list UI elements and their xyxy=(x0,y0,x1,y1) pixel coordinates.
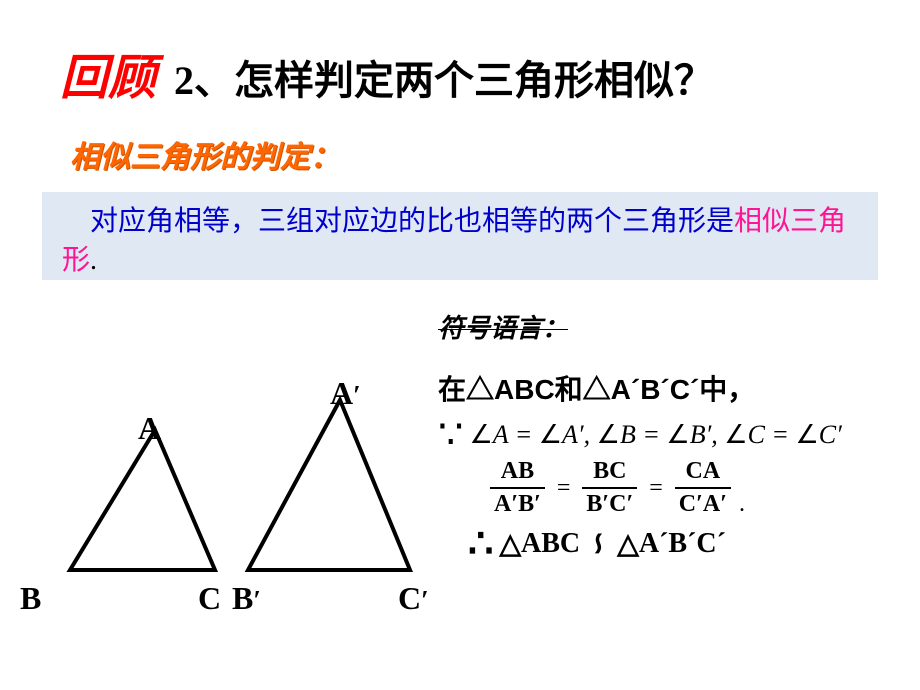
because-symbol: ∵ xyxy=(438,425,463,445)
definition-box: 对应角相等，三组对应边的比也相等的两个三角形是相似三角形. xyxy=(42,192,878,280)
triangle-symbol-left: △ xyxy=(499,527,521,561)
title-question: 2、怎样判定两个三角形相似？ xyxy=(174,48,714,106)
conclusion-right: A´B´C´ xyxy=(639,528,726,560)
triangle-symbol-right: △ xyxy=(617,527,639,561)
subtitle: 相似三角形的判定： xyxy=(70,132,340,176)
triangle-large xyxy=(248,400,410,570)
vertex-B: B xyxy=(20,580,41,617)
math-ratio-equalities: AB A′B′ = BC B′C′ = CA C′A′ . xyxy=(486,458,908,518)
definition-part1: 对应角相等，三组对应边的比也相等的两个三角形是 xyxy=(90,206,734,237)
review-label: 回顾 xyxy=(60,38,156,108)
angle-eq-2: ∠B = ∠B′, xyxy=(597,420,718,450)
triangle-diagram xyxy=(20,370,440,610)
angle-eq-1: ∠A = ∠A′, xyxy=(469,420,590,450)
similarity-symbol: ∽ xyxy=(581,531,616,556)
ratio-2: BC B′C′ xyxy=(582,458,637,518)
math-area: 在△ABC和△A´B´C´中， ∵ ∠A = ∠A′, ∠B = ∠B′, ∠C… xyxy=(438,368,908,561)
ratio-3: CA C′A′ xyxy=(675,458,731,518)
vertex-A-prime: A′ xyxy=(330,375,361,412)
symbol-language-label: 符号语言： xyxy=(438,308,568,345)
title-row: 回顾 2、怎样判定两个三角形相似？ xyxy=(60,38,890,108)
vertex-C: C xyxy=(198,580,221,617)
math-conclusion: ∴ △ABC ∽ △A´B´C´ xyxy=(468,526,908,561)
vertex-B-prime: B′ xyxy=(232,580,261,617)
equals-1: = xyxy=(557,475,571,502)
vertex-A: A xyxy=(138,410,161,447)
therefore-symbol: ∴ xyxy=(468,534,493,554)
definition-period: . xyxy=(90,245,97,276)
ratio-period: . xyxy=(739,491,745,518)
math-context: 在△ABC和△A´B´C´中， xyxy=(438,368,908,408)
conclusion-left: ABC xyxy=(521,528,580,560)
triangle-small xyxy=(70,430,215,570)
math-angle-equalities: ∵ ∠A = ∠A′, ∠B = ∠B′, ∠C = ∠C′ xyxy=(438,420,908,450)
ratio-1: AB A′B′ xyxy=(490,458,545,518)
triangles-svg xyxy=(20,370,440,610)
vertex-C-prime: C′ xyxy=(398,580,429,617)
angle-eq-3: ∠C = ∠C′ xyxy=(724,420,842,450)
equals-2: = xyxy=(649,475,663,502)
